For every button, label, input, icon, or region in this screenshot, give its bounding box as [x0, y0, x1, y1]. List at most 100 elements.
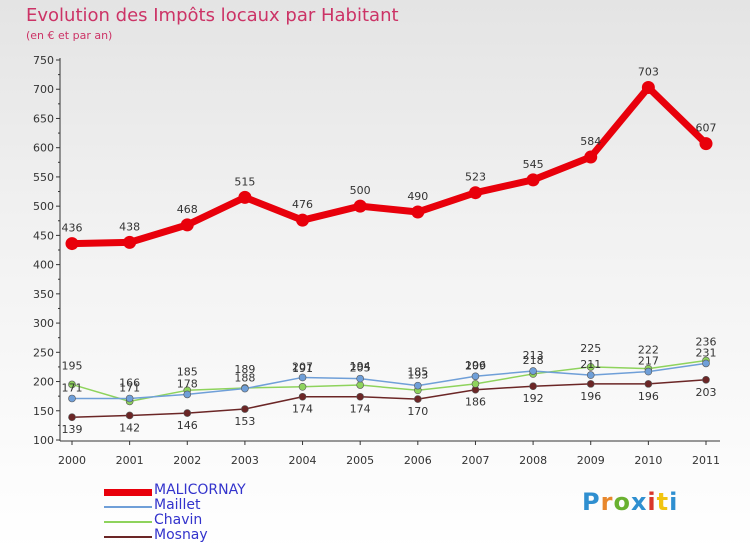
y-tick-label: 600	[33, 142, 54, 155]
data-label: 203	[696, 386, 717, 399]
y-tick-label: 500	[33, 200, 54, 213]
data-point	[241, 384, 249, 393]
data-label: 191	[292, 362, 313, 375]
data-label: 142	[119, 421, 140, 434]
data-point	[68, 413, 76, 422]
data-label: 500	[350, 184, 371, 197]
logo-letter: P	[582, 488, 601, 516]
data-point	[180, 218, 194, 232]
chart-subtitle: (en € et par an)	[26, 29, 113, 42]
series-line	[72, 362, 707, 400]
data-point	[414, 381, 422, 390]
logo-letter: i	[669, 488, 679, 516]
data-point	[414, 395, 422, 403]
data-point	[468, 186, 482, 200]
data-point	[529, 367, 537, 375]
data-point	[356, 392, 364, 401]
data-point	[183, 409, 192, 417]
data-label: 205	[350, 362, 371, 375]
y-tick-label: 200	[33, 376, 54, 389]
data-label: 476	[292, 198, 313, 211]
x-tick-label: 2006	[404, 454, 432, 467]
data-label: 188	[234, 372, 255, 385]
data-point	[584, 150, 598, 164]
legend-swatch	[104, 521, 152, 523]
y-tick-label: 300	[33, 317, 54, 330]
series-line	[71, 379, 707, 418]
data-label: 174	[292, 403, 313, 416]
x-tick-label: 2001	[116, 454, 144, 467]
chart-title: Evolution des Impôts locaux par Habitant	[26, 5, 399, 26]
legend-label: Mosnay	[154, 527, 208, 543]
data-point	[644, 367, 653, 376]
data-label: 196	[638, 390, 659, 403]
data-label: 523	[465, 171, 486, 184]
data-label: 185	[407, 365, 428, 378]
y-tick-label: 650	[33, 112, 54, 125]
data-label: 213	[523, 349, 544, 362]
data-label: 236	[696, 335, 717, 348]
data-label: 195	[62, 359, 83, 372]
data-point	[356, 381, 364, 389]
data-label: 225	[580, 342, 601, 355]
x-tick-label: 2000	[58, 454, 86, 467]
legend: MALICORNAY Maillet Chavin Mosnay	[104, 482, 404, 544]
data-point	[586, 380, 595, 388]
legend-item: MALICORNAY	[104, 482, 404, 499]
y-tick-label: 350	[33, 288, 54, 301]
data-label: 192	[523, 392, 544, 405]
y-tick-label: 700	[33, 83, 54, 96]
data-label: 211	[580, 358, 601, 371]
data-label: 174	[350, 403, 371, 416]
x-tick-label: 2011	[692, 454, 720, 467]
data-point	[586, 363, 595, 371]
y-tick-label: 400	[33, 259, 54, 272]
y-tick-label: 150	[33, 405, 54, 418]
legend-swatch	[104, 506, 152, 508]
x-tick-label: 2008	[519, 454, 547, 467]
data-label: 545	[523, 158, 544, 171]
data-label: 189	[234, 363, 255, 376]
series-line	[71, 359, 707, 403]
data-point	[238, 190, 252, 204]
data-label: 196	[465, 359, 486, 372]
data-label: 171	[119, 381, 140, 394]
logo-letter: x	[630, 488, 648, 516]
y-tick-label: 100	[33, 434, 54, 447]
data-point	[353, 199, 367, 213]
logo-letter: r	[600, 488, 614, 516]
data-point	[298, 392, 307, 401]
data-point	[411, 205, 425, 219]
data-point	[702, 375, 710, 384]
data-label: 139	[62, 423, 83, 436]
data-label: 170	[407, 405, 428, 418]
data-point	[68, 380, 76, 389]
data-point	[65, 237, 79, 251]
data-point	[471, 380, 480, 388]
logo-letter: i	[647, 488, 657, 516]
data-label: 222	[638, 344, 659, 357]
data-label: 153	[234, 415, 255, 428]
data-label: 209	[465, 359, 486, 372]
data-label: 515	[234, 175, 255, 188]
data-point	[183, 390, 192, 399]
data-label: 217	[638, 355, 659, 368]
data-label: 207	[292, 360, 313, 373]
data-point	[123, 235, 137, 249]
data-point	[125, 411, 134, 420]
data-label: 468	[177, 203, 198, 216]
data-point	[298, 382, 307, 391]
data-point	[296, 213, 310, 227]
data-point	[641, 80, 655, 94]
data-label: 171	[62, 381, 83, 394]
y-tick-label: 550	[33, 171, 54, 184]
data-point	[68, 394, 76, 403]
legend-swatch	[104, 536, 152, 538]
data-label: 607	[696, 122, 717, 135]
data-point	[526, 173, 540, 187]
data-point	[241, 405, 249, 413]
data-label: 436	[62, 222, 83, 235]
data-point	[702, 359, 710, 368]
data-label: 185	[177, 365, 198, 378]
